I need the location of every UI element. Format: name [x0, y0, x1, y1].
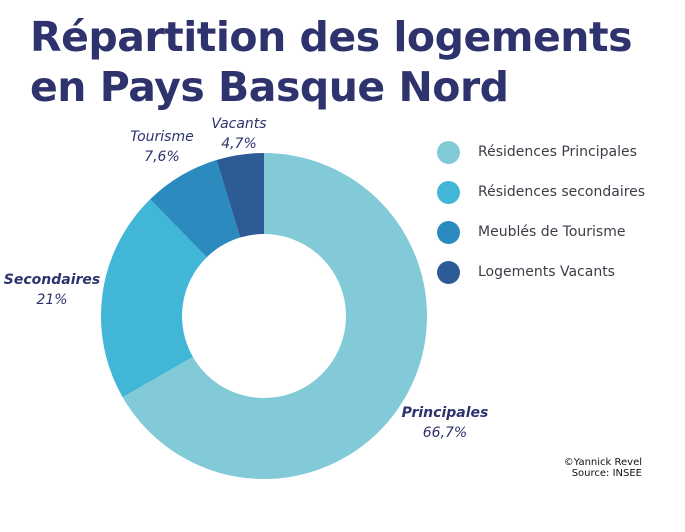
donut-slice-principales [122, 153, 428, 480]
slice-label-vacants: Vacants [211, 116, 266, 132]
slice-value-secondaires: 21% [36, 292, 67, 308]
legend-label-vacants: Logements Vacants [478, 264, 615, 280]
donut-slice-secondaires [101, 199, 207, 398]
slice-value-principales: 66,7% [423, 425, 467, 441]
legend-label-secondaires: Résidences secondaires [478, 184, 646, 200]
credit-block: ©Yannick Revel Source: INSEE [564, 457, 642, 479]
chart-title: Répartition des logements en Pays Basque… [30, 12, 670, 112]
legend-swatch-tourisme [437, 220, 460, 244]
chart-title-line-1: Répartition des logements [30, 13, 632, 61]
slice-value-tourisme: 7,6% [144, 149, 180, 165]
legend-item-vacants: Logements Vacants [437, 252, 645, 292]
slice-label-secondaires: Secondaires [4, 272, 100, 288]
chart-title-line-2: en Pays Basque Nord [30, 63, 509, 111]
slice-label-principales: Principales [402, 405, 489, 421]
legend-item-principales: Résidences Principales [437, 132, 645, 172]
author-credit: ©Yannick Revel [563, 457, 642, 468]
donut-slice-tourisme [150, 160, 241, 258]
legend-swatch-secondaires [437, 180, 460, 204]
slice-value-vacants: 4,7% [221, 136, 257, 152]
legend-label-tourisme: Meublés de Tourisme [478, 224, 626, 240]
legend-item-tourisme: Meublés de Tourisme [437, 212, 645, 252]
legend-swatch-vacants [437, 260, 460, 284]
legend-label-principales: Résidences Principales [478, 144, 637, 160]
chart-legend: Résidences Principales Résidences second… [437, 132, 645, 292]
donut-slice-vacants [216, 153, 264, 238]
legend-item-secondaires: Résidences secondaires [437, 172, 645, 212]
data-source: Source: INSEE [571, 468, 642, 479]
slice-label-tourisme: Tourisme [130, 129, 193, 145]
legend-swatch-principales [437, 140, 460, 164]
